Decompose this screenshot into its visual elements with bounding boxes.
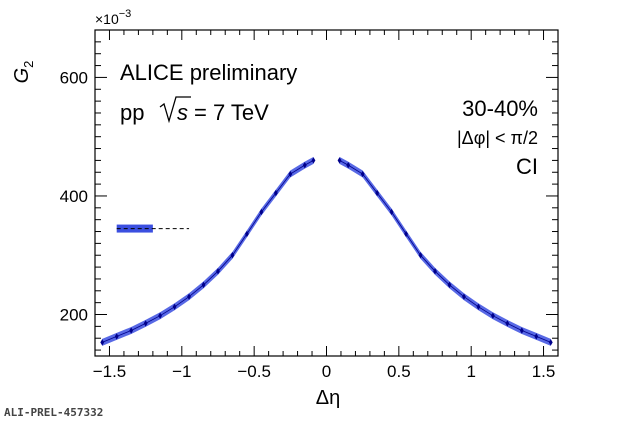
data-point: [375, 189, 380, 197]
x-tick-label: 0.5: [387, 362, 411, 381]
y-multiplier-base: ×10: [95, 11, 119, 27]
sqrt-s-variable: s: [177, 100, 188, 125]
x-tick-label: 1.5: [532, 362, 556, 381]
x-tick-label: −1: [172, 362, 191, 381]
data-point: [404, 230, 408, 238]
data-point: [337, 157, 342, 164]
experiment-label: ALICE preliminary: [120, 60, 297, 85]
data-point: [476, 303, 481, 311]
data-point: [100, 339, 105, 346]
sqrt-symbol: [159, 96, 191, 124]
y-axis-title: G2: [11, 61, 36, 84]
data-point: [490, 312, 495, 319]
y-axis-ticks: 200 400 600: [60, 29, 558, 351]
data-point: [505, 320, 510, 327]
data-point: [187, 293, 191, 300]
charge-combination-label: CI: [516, 154, 538, 179]
y-multiplier-exp: −3: [119, 8, 132, 20]
x-tick-label: −0.5: [237, 362, 271, 381]
y-tick-label: 200: [60, 306, 88, 325]
data-points: [100, 157, 553, 346]
data-point: [462, 293, 466, 300]
data-point: [346, 161, 351, 169]
y-axis-title-sub: 2: [21, 61, 36, 68]
x-axis-ticks: −1.5 −1 −0.5 0 0.5 1 1.5: [93, 30, 559, 381]
data-point: [534, 333, 539, 340]
data-point: [548, 339, 553, 346]
preliminary-figure-id: ALI-PREL-457332: [4, 406, 103, 419]
x-tick-label: 0: [322, 362, 331, 381]
delta-phi-cut-label: |Δφ| < π/2: [457, 128, 538, 148]
series-line-left: [102, 160, 314, 343]
uncertainty-band-left: [102, 156, 314, 346]
uncertainty-bands: [102, 156, 551, 346]
data-point: [447, 281, 452, 289]
y-tick-label: 400: [60, 187, 88, 206]
data-point: [158, 312, 163, 319]
sqrt-s-label: s: [159, 96, 191, 125]
data-point: [418, 252, 423, 259]
data-point: [389, 208, 394, 216]
x-axis-title: Δη: [316, 387, 340, 409]
svg-text:G2: G2: [11, 61, 36, 84]
data-point: [273, 189, 278, 197]
data-point: [288, 170, 293, 178]
data-point: [129, 327, 134, 334]
data-point: [114, 333, 119, 340]
legend-marker: [116, 224, 190, 233]
data-point: [433, 268, 437, 275]
legend-band: [116, 224, 153, 233]
energy-label: = 7 TeV: [194, 100, 269, 125]
series-line-right: [339, 160, 551, 343]
series-lines: [102, 160, 551, 343]
data-point: [519, 327, 524, 334]
y-axis-title-main: G: [11, 68, 33, 84]
x-tick-label: −1.5: [93, 362, 127, 381]
data-point: [360, 170, 365, 178]
y-multiplier: ×10−3: [95, 8, 131, 27]
uncertainty-band-right: [339, 156, 551, 346]
collision-system-prefix: pp: [120, 100, 144, 125]
data-point: [172, 303, 177, 311]
data-point: [201, 281, 206, 289]
centrality-label: 30-40%: [462, 96, 538, 121]
x-tick-label: 1: [466, 362, 475, 381]
data-point: [259, 208, 264, 216]
data-point: [302, 161, 307, 169]
data-point: [143, 320, 148, 327]
data-point: [245, 230, 249, 238]
data-point: [230, 252, 235, 259]
data-point: [216, 268, 220, 275]
data-point: [311, 157, 316, 164]
y-tick-label: 600: [60, 68, 88, 87]
